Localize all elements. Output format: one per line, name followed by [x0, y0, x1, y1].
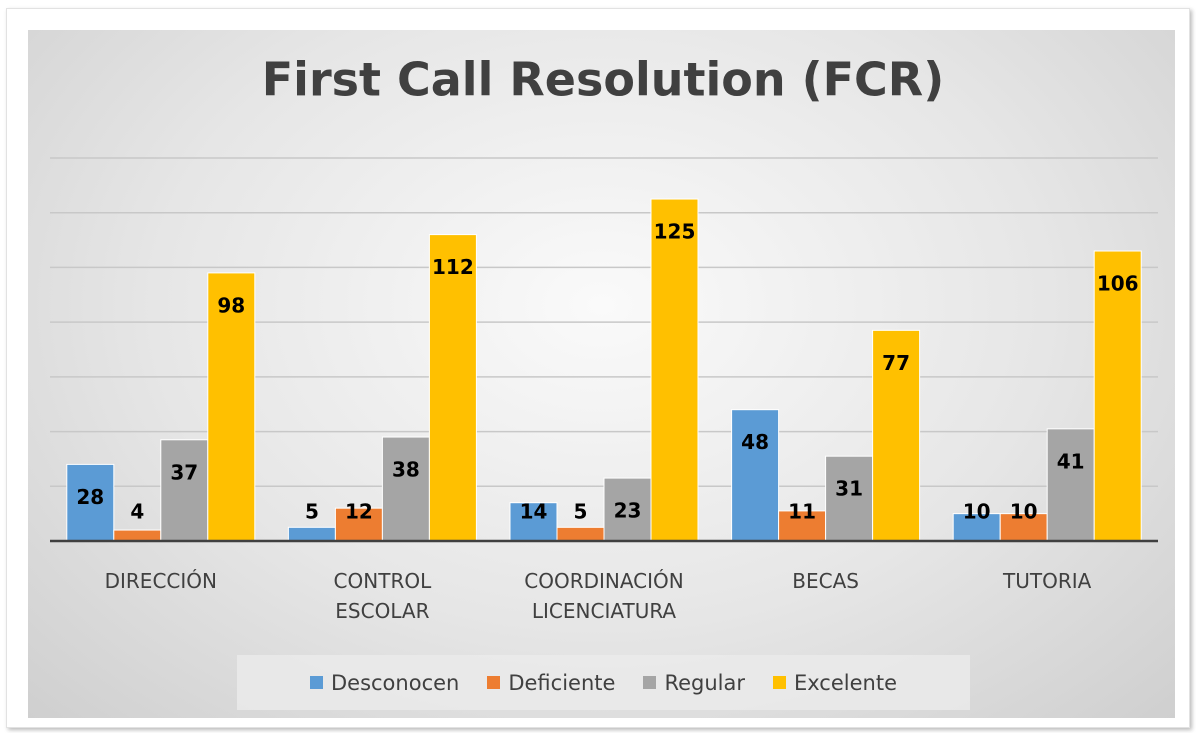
bar — [825, 455, 874, 542]
bar — [1093, 250, 1142, 542]
x-tick-label: BECAS — [792, 569, 859, 593]
bar — [952, 513, 1001, 542]
legend-swatch — [772, 676, 786, 689]
bar — [381, 436, 430, 542]
bar — [1046, 428, 1095, 542]
legend-swatch — [487, 676, 501, 689]
x-tick-label: DIRECCIÓN — [104, 569, 217, 593]
bar — [428, 234, 477, 542]
x-tick-label: CONTROL ESCOLAR — [333, 569, 432, 623]
legend-label: Desconocen — [330, 670, 460, 695]
data-label: 5 — [305, 500, 319, 524]
legend: Desconocen Deficiente Regular Excelente — [237, 655, 970, 710]
data-label: 28 — [76, 485, 104, 509]
legend-item: Desconocen — [309, 670, 460, 695]
legend-item: Deficiente — [487, 671, 615, 695]
x-tick-label: TUTORIA — [1003, 569, 1092, 593]
data-label: 125 — [654, 220, 696, 244]
data-label: 31 — [835, 477, 863, 501]
data-label: 5 — [574, 500, 588, 524]
bar — [207, 272, 256, 542]
bar — [731, 409, 780, 542]
data-label: 77 — [882, 351, 910, 375]
x-tick-label: COORDINACIÓN LICENCIATURA — [524, 569, 684, 623]
legend-label: Deficiente — [508, 670, 616, 695]
bar — [287, 526, 336, 542]
legend-item: Regular — [643, 671, 745, 695]
bar — [603, 477, 652, 542]
data-label: 10 — [963, 500, 991, 524]
data-label: 112 — [432, 255, 474, 279]
legend-swatch — [643, 676, 657, 689]
data-label: 12 — [345, 500, 373, 524]
chart-title: First Call Resolution (FCR) — [262, 53, 945, 107]
data-label: 14 — [520, 500, 548, 524]
legend-item: Excelente — [772, 670, 897, 695]
bar — [556, 526, 605, 542]
data-label: 4 — [130, 500, 144, 524]
legend-swatch — [309, 676, 323, 689]
bar — [66, 463, 115, 542]
data-label: 106 — [1097, 272, 1139, 296]
bar — [113, 529, 162, 542]
legend-label: Excelente — [793, 670, 897, 695]
data-label: 10 — [1010, 500, 1038, 524]
data-label: 11 — [788, 500, 816, 524]
data-label: 41 — [1057, 449, 1085, 473]
data-label: 48 — [741, 430, 769, 454]
bar — [650, 198, 699, 542]
data-label: 37 — [170, 460, 198, 484]
bar — [334, 507, 383, 542]
bar — [160, 439, 209, 542]
data-label: 23 — [614, 499, 642, 523]
legend-label: Regular — [664, 670, 745, 695]
data-label: 98 — [217, 293, 245, 317]
data-label: 38 — [392, 458, 420, 482]
